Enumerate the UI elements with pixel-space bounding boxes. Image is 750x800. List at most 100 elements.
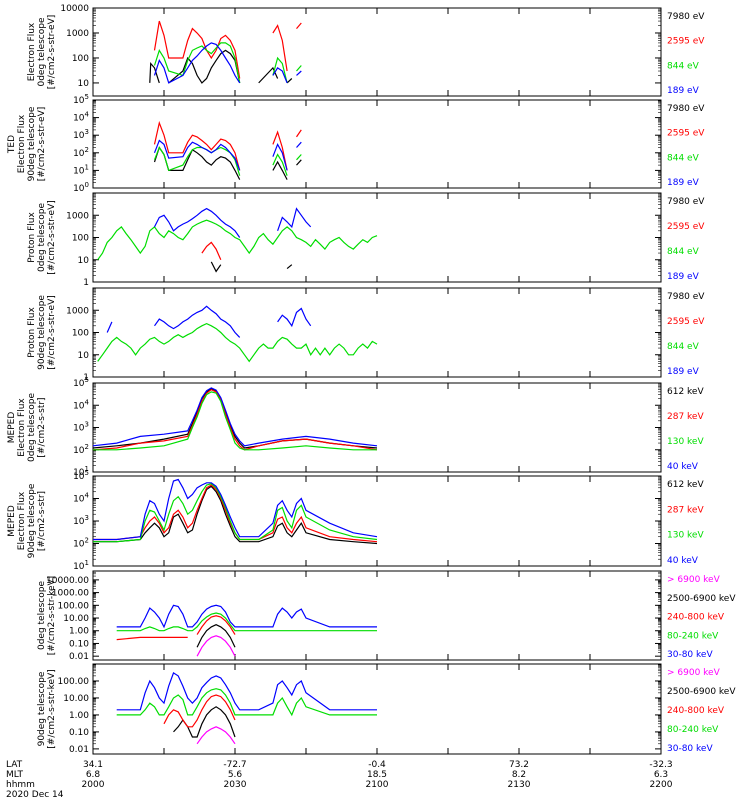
series-line — [93, 391, 377, 451]
panel-frame — [92, 287, 662, 378]
series-line — [116, 615, 236, 641]
legend-entry: 2500-6900 keV — [667, 594, 736, 604]
legend-entry: 844 eV — [667, 342, 700, 352]
y-axis-title: 90deg telescope — [37, 295, 47, 370]
y-tick-label: 1 — [83, 373, 89, 383]
date-label: 2020 Dec 14 — [6, 790, 64, 800]
series-line — [92, 387, 378, 447]
y-tick-label: 0.01 — [69, 652, 89, 662]
legend-entry: 240-800 keV — [667, 613, 725, 623]
y-tick-label: 101 — [73, 559, 89, 572]
series-line — [97, 322, 378, 363]
series-line — [93, 485, 378, 545]
y-tick-label: 101 — [73, 465, 89, 478]
y-tick-label: 1 — [83, 278, 89, 288]
legend-entry: 7980 eV — [667, 292, 705, 302]
y-tick-label: 10000 — [60, 4, 89, 14]
y-axis-title: Proton Flux — [27, 212, 37, 263]
series-line — [153, 146, 302, 176]
legend-entry: 189 eV — [667, 178, 700, 188]
x-tick-label: 2130 — [508, 780, 531, 790]
y-tick-label: 0.10 — [69, 639, 89, 649]
y-axis-title: 90deg telescope — [37, 671, 47, 746]
series-line — [153, 42, 302, 84]
legend-entry: 130 keV — [667, 437, 704, 447]
y-tick-label: 100 — [72, 234, 89, 244]
legend-entry: 612 keV — [667, 387, 704, 397]
panel-frame — [92, 475, 662, 567]
y-tick-label: 1000 — [66, 306, 89, 316]
legend-entry: 40 keV — [667, 462, 699, 472]
legend-entry: 30-80 keV — [667, 650, 713, 660]
y-axis-title: Electron Flux — [27, 22, 37, 81]
y-tick-label: 100 — [73, 181, 89, 194]
panel-frame — [92, 663, 662, 755]
x-tick-label: 6.8 — [86, 770, 101, 780]
y-tick-label: 1000.00 — [52, 589, 89, 599]
y-axis-title: Electron Flux — [17, 114, 27, 173]
y-tick-label: 10.00 — [63, 694, 89, 704]
x-tick-label: -0.4 — [368, 760, 386, 770]
y-tick-label: 105 — [73, 376, 89, 389]
x-tick-label: -32.3 — [649, 760, 672, 770]
series-line — [201, 241, 222, 261]
legend-entry: 2500-6900 keV — [667, 687, 736, 697]
series-line — [210, 261, 293, 273]
x-tick-label: 2000 — [82, 780, 105, 790]
y-axis-title: [#/cm2-s-str-eV] — [47, 15, 57, 90]
legend-entry: 7980 eV — [667, 104, 705, 114]
y-tick-label: 103 — [73, 421, 89, 434]
y-tick-label: 0.10 — [69, 728, 89, 738]
panel-frame — [92, 7, 662, 97]
legend-entry: 2595 eV — [667, 129, 705, 139]
legend-entry: 189 eV — [667, 86, 700, 96]
y-axis-title: 90deg telescope — [27, 483, 37, 558]
y-tick-label: 1000 — [66, 211, 89, 221]
series-line — [153, 42, 302, 84]
legend-entry: 7980 eV — [667, 197, 705, 207]
series-line — [153, 20, 302, 79]
y-tick-label: 103 — [73, 514, 89, 527]
legend-entry: 2595 eV — [667, 222, 705, 232]
legend-entry: 612 keV — [667, 480, 704, 490]
y-axis-title: MEPED — [7, 505, 17, 537]
series-line — [196, 635, 236, 657]
legend-entry: 240-800 keV — [667, 706, 725, 716]
series-line — [116, 604, 377, 629]
legend-entry: 2595 eV — [667, 37, 705, 47]
y-tick-label: 102 — [73, 537, 89, 550]
y-tick-label: 100 — [72, 54, 89, 64]
panel-frame — [92, 99, 662, 189]
y-axis-title: [#/cm2-s-str-eV] — [47, 200, 57, 275]
x-tick-label: 8.2 — [512, 770, 526, 780]
legend-entry: 40 keV — [667, 556, 699, 566]
series-line — [153, 139, 302, 171]
series-line — [163, 694, 236, 728]
legend-entry: > 6900 keV — [667, 668, 721, 678]
y-axis-title: TED — [7, 135, 17, 154]
y-axis-title: [#/cm2-s-str-keV] — [47, 669, 57, 748]
y-tick-label: 104 — [73, 111, 89, 124]
y-tick-label: 104 — [73, 492, 89, 505]
y-tick-label: 10.00 — [63, 614, 89, 624]
x-tick-label: 5.6 — [228, 770, 243, 780]
x-tick-label: 6.3 — [654, 770, 668, 780]
y-tick-label: 1000 — [66, 29, 89, 39]
panel-frame — [92, 570, 662, 661]
y-axis-title: [#/cm2-s-str-eV] — [47, 295, 57, 370]
y-axis-title: Electron Flux — [17, 491, 27, 550]
x-row-label: hhmm — [6, 780, 35, 790]
legend-entry: 80-240 keV — [667, 725, 719, 735]
y-tick-label: 105 — [73, 469, 89, 482]
y-tick-label: 0.01 — [69, 745, 89, 755]
x-tick-label: 73.2 — [509, 760, 529, 770]
series-line — [116, 612, 377, 632]
legend-entry: 189 eV — [667, 272, 700, 282]
legend-entry: 7980 eV — [667, 12, 705, 22]
y-tick-label: 100.00 — [58, 677, 90, 687]
x-tick-label: 18.5 — [367, 770, 387, 780]
legend-entry: 189 eV — [667, 367, 700, 377]
y-tick-label: 100 — [72, 329, 89, 339]
y-axis-title: 0deg telescope — [37, 203, 47, 273]
y-tick-label: 10 — [78, 79, 90, 89]
